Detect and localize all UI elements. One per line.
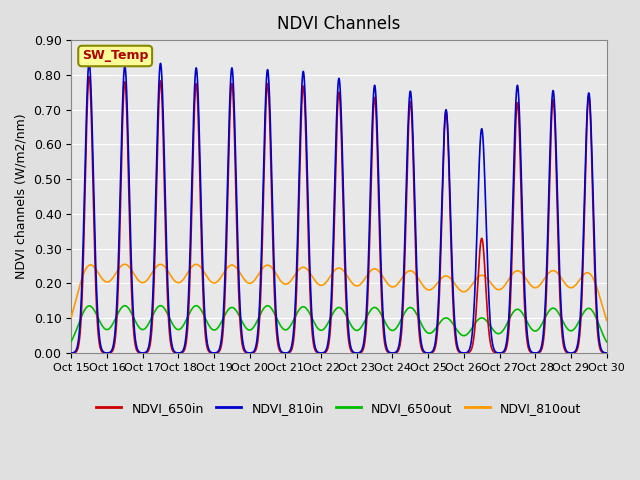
Legend: NDVI_650in, NDVI_810in, NDVI_650out, NDVI_810out: NDVI_650in, NDVI_810in, NDVI_650out, NDV… — [92, 397, 586, 420]
Title: NDVI Channels: NDVI Channels — [277, 15, 401, 33]
Text: SW_Temp: SW_Temp — [82, 49, 148, 62]
Y-axis label: NDVI channels (W/m2/nm): NDVI channels (W/m2/nm) — [15, 114, 28, 279]
